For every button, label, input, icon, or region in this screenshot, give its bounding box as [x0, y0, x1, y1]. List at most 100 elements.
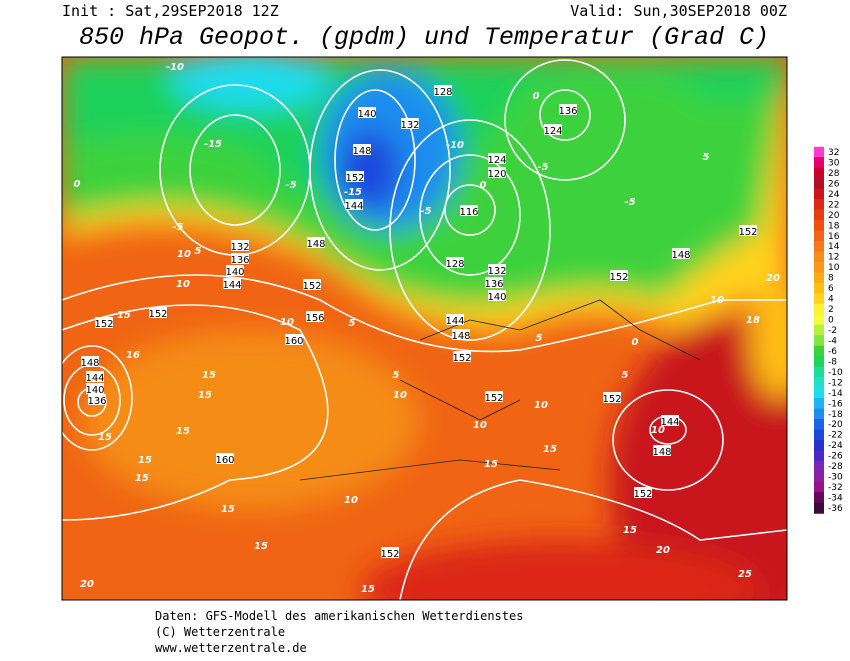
- map-area: [62, 57, 787, 600]
- legend-label: 2: [828, 305, 834, 315]
- temperature-label: 15: [202, 370, 216, 381]
- temperature-label: -5: [537, 162, 548, 173]
- temperature-label: 20: [656, 545, 670, 556]
- height-label-box: [485, 277, 503, 288]
- legend-label: -30: [828, 473, 843, 483]
- legend-swatch: [814, 460, 824, 472]
- footer-line: (C) Wetterzentrale: [155, 625, 285, 639]
- height-label: 152: [452, 353, 471, 364]
- legend-swatch: [814, 303, 824, 315]
- temperature-label: 10: [393, 390, 407, 401]
- legend-swatch: [814, 251, 824, 263]
- legend-swatch: [814, 324, 824, 336]
- temperature-label: 10: [344, 495, 358, 506]
- temperature-label: 15: [98, 432, 112, 443]
- legend-swatch: [814, 366, 824, 378]
- temperature-label: -5: [172, 222, 183, 233]
- legend-swatch: [814, 471, 824, 483]
- temperature-label: 15: [221, 504, 235, 515]
- height-label: 148: [306, 239, 325, 250]
- temperature-label: -15: [344, 187, 362, 198]
- height-label-box: [401, 118, 419, 129]
- height-label: 116: [459, 207, 478, 218]
- height-label: 120: [487, 169, 506, 180]
- height-label: 124: [487, 155, 506, 166]
- legend-swatch: [814, 356, 824, 368]
- temperature-label: 10: [473, 420, 487, 431]
- legend-swatch: [814, 188, 824, 200]
- height-label: 160: [284, 336, 303, 347]
- height-label-box: [610, 270, 628, 281]
- legend-label: -20: [828, 420, 843, 430]
- height-label: 152: [633, 489, 652, 500]
- temperature-label: 15: [198, 390, 212, 401]
- legend-swatch: [814, 199, 824, 211]
- height-label-box: [452, 329, 470, 340]
- height-label: 160: [215, 455, 234, 466]
- temperature-label: -5: [285, 180, 296, 191]
- height-label-box: [488, 167, 506, 178]
- legend-label: -28: [828, 462, 843, 472]
- legend-label: -8: [828, 357, 837, 367]
- temperature-label: 10: [280, 317, 294, 328]
- temperature-label: 16: [126, 350, 140, 361]
- height-label: 128: [445, 259, 464, 270]
- temperature-label: -5: [624, 197, 635, 208]
- init-time: Init : Sat,29SEP2018 12Z: [62, 2, 279, 20]
- height-label-box: [559, 104, 577, 115]
- legend-label: 18: [828, 221, 840, 231]
- temperature-label: 10: [710, 295, 724, 306]
- height-label-box: [149, 307, 167, 318]
- temperature-label: 25: [738, 569, 752, 580]
- height-label-box: [226, 265, 244, 276]
- height-label-box: [634, 487, 652, 498]
- legend-label: -22: [828, 431, 843, 441]
- temperature-label: 15: [176, 426, 190, 437]
- height-label-box: [739, 225, 757, 236]
- temperature-label: 5: [536, 333, 543, 344]
- height-label-box: [672, 248, 690, 259]
- temperature-label: -15: [204, 139, 222, 150]
- height-label-box: [446, 257, 464, 268]
- height-label-box: [488, 290, 506, 301]
- temperature-label: -10: [446, 140, 464, 151]
- map-frame: [61, 56, 788, 601]
- legend-swatch: [814, 345, 824, 357]
- height-label-box: [231, 240, 249, 251]
- footer-line: Daten: GFS-Modell des amerikanischen Wet…: [155, 609, 523, 623]
- legend-label: 4: [828, 295, 834, 305]
- height-label: 140: [487, 292, 506, 303]
- legend-label: -2: [828, 326, 837, 336]
- temperature-label: 0: [74, 179, 81, 190]
- temperature-label: 15: [138, 455, 152, 466]
- legend-label: -32: [828, 483, 843, 493]
- legend-swatch: [814, 241, 824, 252]
- height-label-box: [81, 356, 99, 367]
- height-label: 124: [543, 126, 562, 137]
- height-label-box: [345, 199, 363, 210]
- temperature-label: 20: [80, 579, 94, 590]
- legend-swatch: [814, 209, 824, 221]
- legend-label: -16: [828, 399, 843, 409]
- height-label-box: [653, 445, 671, 456]
- height-label-box: [544, 124, 562, 135]
- height-label-box: [434, 85, 452, 96]
- legend-label: 32: [828, 148, 839, 158]
- height-label: 156: [305, 313, 324, 324]
- temperature-label: 0: [480, 180, 487, 191]
- legend-swatch: [814, 419, 824, 430]
- height-label: 132: [487, 266, 506, 277]
- temperature-label: 15: [117, 310, 131, 321]
- height-label: 132: [230, 242, 249, 253]
- height-label-box: [95, 317, 113, 328]
- legend-swatch: [814, 450, 824, 462]
- legend-swatch: [814, 439, 824, 451]
- color-legend: 32302826242220181614121086420-2-4-6-8-10…: [814, 146, 843, 514]
- height-label-box: [303, 279, 321, 290]
- height-label: 148: [671, 250, 690, 261]
- height-label: 152: [609, 272, 628, 283]
- legend-swatch: [814, 220, 824, 232]
- height-label: 140: [85, 385, 104, 396]
- temperature-label: 10: [534, 400, 548, 411]
- temperature-label: 10: [651, 425, 665, 436]
